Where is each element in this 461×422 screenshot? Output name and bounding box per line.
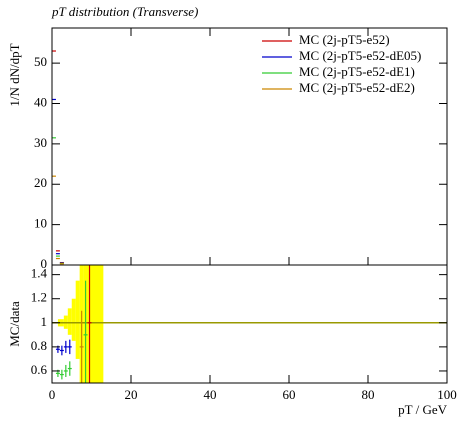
y-tick-label: 30 <box>34 135 47 150</box>
y-axis-label: 1/N dN/dpT <box>7 43 22 106</box>
legend-label: MC (2j-pT5-e52-dE05) <box>299 48 421 63</box>
ratio-axis-label: MC/data <box>7 301 22 347</box>
uncertainty-band <box>83 265 104 383</box>
x-tick-label: 100 <box>437 387 457 402</box>
ratio-plot <box>52 265 447 383</box>
chart-title: pT distribution (Transverse) <box>51 4 198 19</box>
ratio-tick-label: 0.6 <box>31 362 48 377</box>
x-tick-label: 60 <box>283 387 296 402</box>
ratio-tick-label: 1 <box>41 314 48 329</box>
x-tick-label: 0 <box>49 387 56 402</box>
uncertainty-band <box>75 280 80 359</box>
legend-label: MC (2j-pT5-e52-dE1) <box>299 64 415 79</box>
x-tick-label: 40 <box>204 387 217 402</box>
x-axis-label: pT / GeV <box>398 402 447 417</box>
y-tick-label: 0 <box>41 256 48 271</box>
ratio-tick-label: 1.2 <box>31 290 47 305</box>
ratio-tick-label: 0.8 <box>31 338 47 353</box>
uncertainty-band <box>67 308 72 335</box>
y-tick-label: 50 <box>34 54 47 69</box>
legend-label: MC (2j-pT5-e52) <box>299 32 390 47</box>
x-tick-label: 20 <box>125 387 138 402</box>
ratio-frame <box>51 264 448 384</box>
y-tick-label: 40 <box>34 94 47 109</box>
ratio-tick-label: 1.4 <box>31 266 48 281</box>
y-tick-label: 10 <box>34 216 47 231</box>
legend-label: MC (2j-pT5-e52-dE2) <box>299 80 415 95</box>
uncertainty-band <box>71 298 76 341</box>
y-tick-label: 20 <box>34 175 47 190</box>
main-plot <box>52 50 64 265</box>
x-tick-label: 80 <box>362 387 375 402</box>
